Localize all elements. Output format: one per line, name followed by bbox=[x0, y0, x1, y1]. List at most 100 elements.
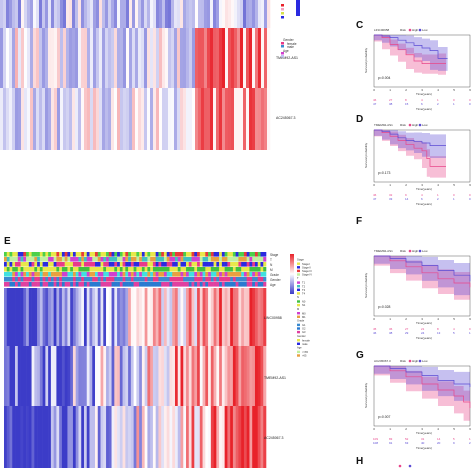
heatmap-cell bbox=[161, 346, 165, 406]
heatmap-cell bbox=[155, 346, 159, 406]
heatmap-cell bbox=[69, 28, 73, 88]
annotation-cell bbox=[161, 282, 165, 287]
annotation-cell bbox=[56, 282, 60, 287]
heatmap-cell bbox=[163, 406, 168, 468]
annotation-cell bbox=[235, 277, 239, 282]
annotation-cell bbox=[4, 277, 8, 282]
annotation-cell bbox=[144, 282, 148, 287]
annotation-cell bbox=[92, 262, 96, 267]
annotation-cell bbox=[48, 277, 52, 282]
heatmap-cell bbox=[100, 406, 104, 468]
heatmap-cell bbox=[150, 0, 154, 28]
heatmap-cell bbox=[84, 28, 88, 88]
annotation-cell bbox=[263, 282, 267, 287]
heatmap-cell bbox=[114, 406, 118, 468]
heatmap-cell bbox=[150, 288, 154, 346]
annotation-cell bbox=[50, 257, 54, 262]
annotation-cell bbox=[103, 257, 107, 262]
heatmap-cell bbox=[51, 88, 55, 150]
annotation-cell bbox=[122, 282, 126, 287]
annotation-cell bbox=[166, 262, 170, 267]
annotation-cell bbox=[92, 267, 96, 272]
heatmap-cell bbox=[75, 288, 79, 346]
heatmap-cell bbox=[17, 406, 21, 468]
heatmap-cell bbox=[61, 346, 65, 406]
heatmap-cell bbox=[177, 346, 181, 406]
annotation-cell bbox=[232, 272, 236, 277]
annotation-cell bbox=[59, 257, 63, 262]
annotation-cell bbox=[67, 267, 71, 272]
annotation-cell bbox=[232, 257, 236, 262]
heatmap-cell bbox=[153, 28, 157, 88]
km-risk-xlabel: Time(years) bbox=[416, 336, 432, 340]
heatmap-cell bbox=[177, 288, 181, 346]
heatmap-cell bbox=[45, 28, 49, 88]
annotation-cell bbox=[114, 262, 118, 267]
annotation-cell bbox=[163, 272, 168, 277]
km-high-ci-band bbox=[374, 256, 470, 300]
heatmap-cell bbox=[186, 406, 190, 468]
heatmap-cell bbox=[243, 0, 247, 28]
annotation-cell bbox=[70, 257, 74, 262]
heatmap-cell bbox=[9, 288, 13, 346]
heatmap-cell bbox=[37, 406, 41, 468]
km-xlabel: Time(years) bbox=[416, 321, 432, 325]
annotation-cell bbox=[150, 267, 154, 272]
annotation-cell bbox=[232, 282, 236, 287]
annotation-cell bbox=[205, 282, 209, 287]
km-legend-high-dot bbox=[408, 28, 412, 32]
heatmap-cell bbox=[130, 346, 134, 406]
heatmap-cell bbox=[180, 288, 184, 346]
heatmap-cell bbox=[123, 28, 127, 88]
annotation-cell bbox=[128, 252, 132, 257]
legend-label: N bbox=[297, 295, 299, 299]
km-legend-high: High bbox=[412, 28, 419, 32]
annotation-cell bbox=[158, 262, 162, 267]
annotation-cell bbox=[224, 272, 228, 277]
heatmap-cell bbox=[191, 288, 195, 346]
annotation-cell bbox=[86, 277, 90, 282]
heatmap-cell bbox=[208, 406, 212, 468]
heatmap-cell bbox=[51, 0, 55, 28]
annotation-cell bbox=[20, 252, 24, 257]
km-legend: TMEM92-AS1 Risk High Low bbox=[374, 123, 428, 127]
km-legend-low: Low bbox=[422, 249, 428, 253]
heatmap-cell bbox=[6, 88, 10, 150]
heatmap-cell bbox=[75, 28, 79, 88]
heatmap-cell bbox=[227, 346, 231, 406]
annotation-cell bbox=[166, 267, 170, 272]
heatmap-cell bbox=[183, 346, 187, 406]
km-risk-xlabel: Time(years) bbox=[416, 446, 432, 450]
heatmap-cell bbox=[51, 28, 55, 88]
annotation-cell bbox=[216, 282, 220, 287]
annotation-cell bbox=[252, 257, 256, 262]
annotation-cell bbox=[97, 272, 101, 277]
heatmap-cell bbox=[199, 346, 203, 406]
km-risk-low-count: 13 bbox=[437, 331, 441, 335]
heatmap-cell bbox=[263, 346, 267, 406]
km-risk-high-count: 46 bbox=[373, 98, 377, 102]
heatmap-cell bbox=[9, 88, 13, 150]
heatmap-cell bbox=[57, 28, 61, 88]
heatmap-cell bbox=[261, 88, 265, 150]
annotation-cell bbox=[246, 272, 250, 277]
heatmap-cell bbox=[228, 0, 232, 28]
heatmap-cell bbox=[36, 88, 40, 150]
annotation-cell bbox=[128, 272, 132, 277]
heatmap-cell bbox=[61, 288, 65, 346]
legend-label: Grade bbox=[297, 319, 305, 323]
annotation-cell bbox=[72, 252, 77, 257]
annotation-cell bbox=[23, 267, 27, 272]
annotation-cell bbox=[147, 262, 151, 267]
legend-swatch bbox=[297, 303, 300, 307]
heatmap-cell bbox=[97, 346, 101, 406]
km-risk-low-count: 0 bbox=[469, 197, 471, 201]
annotation-cell bbox=[103, 267, 107, 272]
heatmap-cell bbox=[136, 288, 140, 346]
annotation-cell bbox=[150, 277, 154, 282]
heatmap-cell bbox=[139, 288, 143, 346]
annotation-cell bbox=[111, 257, 115, 262]
annotation-cell bbox=[133, 252, 137, 257]
annotation-cell bbox=[114, 277, 118, 282]
heatmap-cell bbox=[174, 346, 179, 406]
